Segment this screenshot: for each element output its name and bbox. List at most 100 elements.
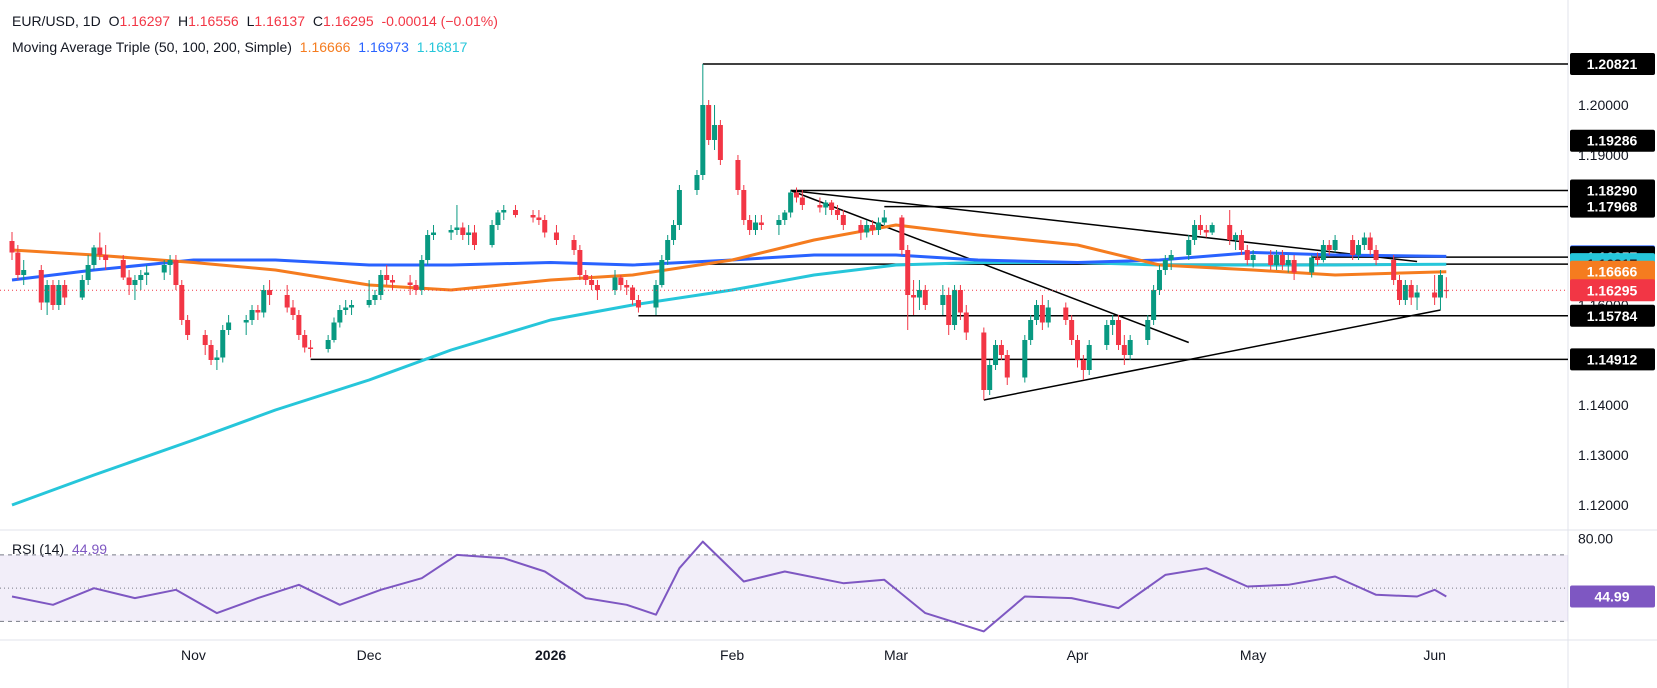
- candle: [735, 155, 741, 195]
- price-label-text: 1.17968: [1587, 199, 1638, 215]
- candle-body: [1145, 320, 1151, 340]
- ma200-line: [11, 261, 1447, 507]
- candle-body: [1437, 275, 1443, 298]
- rsi-value-text: 44.99: [1594, 588, 1629, 604]
- candle: [214, 350, 220, 370]
- candle: [495, 210, 501, 230]
- candle-body: [536, 217, 542, 220]
- candle-body: [870, 225, 876, 230]
- candle: [577, 245, 583, 280]
- candle-body: [571, 240, 577, 250]
- candle-body: [741, 190, 747, 220]
- candle-body: [85, 265, 91, 280]
- candle-body: [185, 320, 191, 335]
- price-label-box: [1570, 195, 1655, 218]
- x-tick-label: Nov: [181, 647, 206, 663]
- candle: [1250, 250, 1256, 268]
- candle-body: [946, 295, 952, 325]
- candle-body: [378, 275, 384, 295]
- candle: [1168, 250, 1174, 270]
- candle-body: [911, 295, 917, 298]
- price-label: 1.15784: [1570, 304, 1655, 327]
- candle-body: [343, 307, 349, 310]
- candle: [1197, 215, 1203, 235]
- candle-body: [1356, 245, 1362, 255]
- candle: [243, 315, 249, 335]
- candle-body: [793, 192, 799, 198]
- candle: [202, 330, 208, 355]
- candle-body: [635, 300, 641, 308]
- candle-body: [1004, 355, 1010, 378]
- candle: [1414, 285, 1420, 310]
- candle: [85, 255, 91, 285]
- candle: [1432, 275, 1438, 305]
- candle: [425, 230, 431, 265]
- y-tick-label: 1.12000: [1578, 497, 1629, 513]
- candle: [922, 285, 928, 310]
- candle: [91, 245, 97, 270]
- candle: [372, 290, 378, 305]
- rsi-value-box: [1570, 585, 1655, 608]
- candle: [97, 232, 103, 260]
- candle-body: [1045, 307, 1051, 323]
- candle-body: [302, 335, 308, 348]
- candle: [1186, 235, 1192, 260]
- candle: [952, 285, 958, 330]
- candle: [1156, 265, 1162, 295]
- trend-line: [790, 189, 1418, 263]
- candle: [782, 210, 788, 225]
- candle-body: [1115, 320, 1121, 345]
- y-tick-label: 1.13000: [1578, 447, 1629, 463]
- candle: [173, 255, 179, 290]
- candle-body: [249, 310, 255, 320]
- candle-body: [829, 202, 835, 210]
- candle-body: [671, 225, 677, 240]
- high-label: H: [177, 13, 189, 29]
- candle-body: [840, 215, 846, 225]
- candle-body: [899, 217, 905, 250]
- candle-body: [1039, 305, 1045, 323]
- rsi-line: [11, 540, 1447, 633]
- candle: [1233, 232, 1239, 250]
- candle-body: [1186, 240, 1192, 255]
- candle-body: [425, 235, 431, 260]
- candle: [1408, 280, 1414, 305]
- candle-body: [489, 225, 495, 245]
- candle-body: [56, 285, 62, 305]
- candle-body: [717, 125, 723, 160]
- candle: [1115, 315, 1121, 350]
- candle: [501, 205, 507, 220]
- candle-body: [296, 315, 302, 335]
- ma200-value: 1.16817: [416, 39, 468, 55]
- trend-line: [790, 189, 1190, 344]
- candle-body: [132, 280, 138, 285]
- candle-body: [44, 285, 50, 303]
- candle-body: [1244, 250, 1250, 260]
- candle: [1075, 335, 1081, 368]
- candle: [1203, 225, 1209, 238]
- candle-body: [1391, 260, 1397, 280]
- candle: [1315, 252, 1321, 265]
- candle: [132, 275, 138, 300]
- candle: [185, 315, 191, 340]
- candle-body: [665, 240, 671, 260]
- price-label-box: [1570, 279, 1655, 302]
- candle-body: [659, 260, 665, 285]
- candle-body: [1034, 305, 1040, 320]
- rsi-label: RSI (14): [12, 541, 65, 557]
- candle: [659, 255, 665, 288]
- price-label-box: [1570, 52, 1655, 75]
- candle: [79, 275, 85, 300]
- candle-body: [1326, 245, 1332, 250]
- candle: [829, 200, 835, 215]
- x-tick-label: 2026: [535, 647, 566, 663]
- ma50-value: 1.16666: [299, 39, 351, 55]
- candle: [413, 280, 419, 295]
- y-tick-label: 1.20000: [1578, 97, 1629, 113]
- candle-body: [653, 285, 659, 308]
- candle: [905, 245, 911, 330]
- candle-body: [594, 285, 600, 290]
- candle-body: [1075, 340, 1081, 360]
- candle: [103, 245, 109, 270]
